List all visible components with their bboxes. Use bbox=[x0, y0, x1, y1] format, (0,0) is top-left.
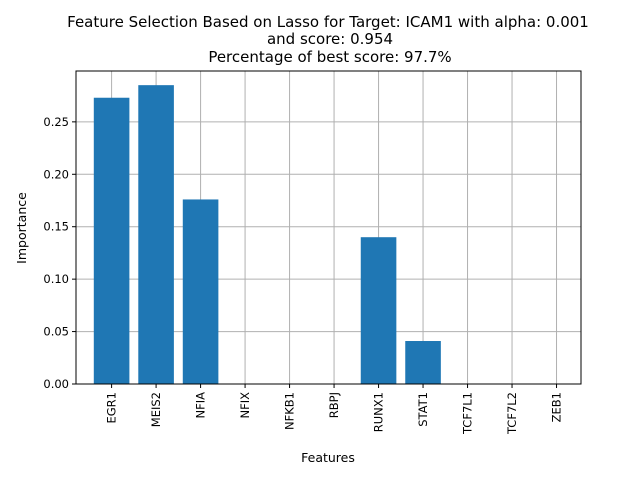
x-tick-label: NFKB1 bbox=[283, 392, 297, 430]
y-axis: 0.00 0.05 0.10 0.15 0.20 0.25 bbox=[43, 115, 76, 391]
x-tick-label: TCF7L1 bbox=[461, 392, 475, 435]
y-tick-label: 0.25 bbox=[43, 115, 69, 129]
plot-frame bbox=[75, 70, 582, 385]
x-axis: EGR1 MEIS2 NFIA NFIX NFKB1 RBPJ RUNX1 STAT1 TCF7… bbox=[105, 384, 564, 435]
chart-title-line-1: Feature Selection Based on Lasso for Tar… bbox=[67, 13, 589, 31]
bars bbox=[93, 85, 441, 385]
y-axis-label: Importance bbox=[14, 192, 29, 264]
y-tick-label: 0.10 bbox=[43, 272, 69, 286]
x-tick-label: NFIA bbox=[194, 392, 208, 419]
bar-nfia bbox=[182, 199, 219, 384]
bar-runx1 bbox=[360, 237, 397, 384]
x-tick-label: ZEB1 bbox=[550, 392, 564, 422]
chart-title: Feature Selection Based on Lasso for Tar… bbox=[67, 13, 589, 66]
y-tick-label: 0.05 bbox=[43, 325, 69, 339]
x-tick-label: TCF7L2 bbox=[505, 392, 519, 435]
x-tick-label: NFIX bbox=[238, 392, 252, 419]
y-tick-label: 0.15 bbox=[43, 220, 69, 234]
bar-egr1 bbox=[93, 97, 130, 384]
x-tick-label: RBPJ bbox=[327, 392, 341, 418]
x-axis-label: Features bbox=[301, 450, 355, 465]
x-tick-label: RUNX1 bbox=[372, 392, 386, 432]
x-tick-label: STAT1 bbox=[416, 392, 430, 427]
chart-title-line-3: Percentage of best score: 97.7% bbox=[208, 48, 451, 66]
bar-stat1 bbox=[405, 341, 441, 384]
y-tick-label: 0.20 bbox=[43, 167, 69, 181]
chart-title-line-2: and score: 0.954 bbox=[267, 30, 393, 48]
x-tick-label: EGR1 bbox=[105, 392, 119, 424]
x-tick-label: MEIS2 bbox=[149, 392, 163, 427]
bar-meis2 bbox=[138, 85, 174, 385]
y-tick-label: 0.00 bbox=[43, 377, 69, 391]
